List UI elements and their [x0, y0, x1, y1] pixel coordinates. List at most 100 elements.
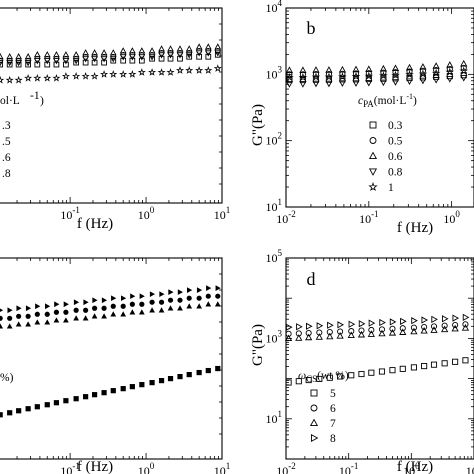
- data-point: [337, 321, 345, 329]
- legend-marker: [369, 137, 377, 144]
- data-point: [0, 412, 3, 418]
- data-point: [215, 285, 221, 292]
- data-point: [73, 307, 79, 313]
- data-point: [460, 75, 468, 82]
- data-point: [91, 59, 98, 66]
- data-point: [431, 68, 441, 77]
- y-axis-label: G"(Pa): [250, 324, 266, 366]
- data-point: [91, 392, 98, 398]
- y-tick-label-text: 103: [266, 328, 283, 345]
- data-point: [419, 67, 426, 74]
- x-tick-label: 10-1: [339, 461, 359, 474]
- data-point: [213, 64, 222, 72]
- x-axis-label: f (Hz): [77, 459, 113, 474]
- data-point: [73, 59, 79, 66]
- data-point: [129, 57, 136, 64]
- x-tick-label: 10-1: [60, 461, 80, 474]
- data-point: [138, 54, 146, 61]
- data-point: [158, 378, 165, 384]
- series-b-2: [285, 59, 468, 73]
- data-point: [204, 50, 212, 57]
- data-point: [110, 303, 116, 309]
- data-point: [378, 368, 386, 375]
- data-point: [0, 323, 4, 329]
- data-point: [378, 326, 386, 333]
- data-point: [432, 77, 440, 84]
- series-a-0: [0, 51, 221, 68]
- plot-frame-a: [0, 7, 223, 204]
- data-point: [410, 324, 417, 331]
- data-point: [461, 324, 470, 331]
- legend-entry: 1: [388, 182, 394, 194]
- data-point: [406, 74, 413, 82]
- data-point: [158, 307, 165, 313]
- data-point: [351, 71, 361, 81]
- data-point: [100, 56, 108, 63]
- data-point: [285, 66, 294, 73]
- data-point: [119, 54, 127, 61]
- data-point: [92, 297, 98, 304]
- legend-entry: .5: [2, 136, 11, 148]
- x-axis-label: f (Hz): [77, 216, 113, 232]
- data-point: [91, 313, 98, 319]
- y-axis-d: 101 103 105: [266, 248, 474, 460]
- data-point: [119, 70, 128, 78]
- x-tick-label-text: 101: [214, 461, 231, 474]
- series-b-1: [286, 64, 467, 78]
- data-point: [368, 319, 376, 327]
- data-point: [177, 305, 183, 311]
- data-point: [149, 299, 155, 305]
- series-d-0: [285, 357, 469, 386]
- legend-entry: 0.3: [388, 120, 403, 132]
- data-point: [196, 287, 203, 294]
- data-point: [33, 51, 41, 58]
- data-point: [298, 72, 308, 81]
- data-point: [177, 55, 183, 62]
- data-point: [25, 61, 31, 68]
- x-axis-label: f (Hz): [397, 459, 433, 474]
- data-point: [167, 52, 174, 59]
- data-point: [82, 59, 89, 66]
- data-point: [101, 313, 107, 319]
- data-point: [186, 371, 192, 378]
- data-point: [120, 57, 127, 64]
- data-point: [185, 52, 193, 59]
- data-point: [109, 56, 117, 63]
- data-point: [410, 364, 417, 371]
- data-point: [365, 75, 372, 83]
- legend-marker: [310, 404, 318, 412]
- data-point: [186, 303, 193, 309]
- data-point: [311, 72, 321, 81]
- data-point: [285, 72, 294, 81]
- data-point: [358, 320, 366, 328]
- data-point: [119, 47, 127, 54]
- data-point: [0, 315, 3, 321]
- data-point: [315, 333, 323, 340]
- data-point: [459, 66, 468, 75]
- data-point: [316, 375, 323, 383]
- data-point: [392, 75, 399, 82]
- data-point: [205, 293, 211, 299]
- y-tick-label: 101: [266, 409, 283, 426]
- data-point: [205, 53, 212, 60]
- data-point: [418, 69, 428, 78]
- data-point: [16, 408, 22, 414]
- data-point: [166, 68, 175, 76]
- y-tick-label-text: 101: [266, 409, 283, 426]
- data-point: [312, 80, 320, 88]
- data-point: [352, 65, 360, 73]
- data-point: [286, 71, 293, 78]
- data-point: [399, 325, 406, 332]
- y-axis-b: 101 102 103 104: [266, 0, 474, 214]
- series-b-4: [285, 66, 468, 81]
- data-point: [91, 49, 98, 56]
- series-c-2: [0, 301, 221, 329]
- y-tick-label: 101: [266, 197, 283, 214]
- data-point: [195, 50, 203, 57]
- data-point: [82, 49, 90, 56]
- y-tick-label: 103: [266, 64, 283, 81]
- data-point: [405, 78, 414, 86]
- data-point: [431, 315, 438, 324]
- data-point: [299, 77, 306, 84]
